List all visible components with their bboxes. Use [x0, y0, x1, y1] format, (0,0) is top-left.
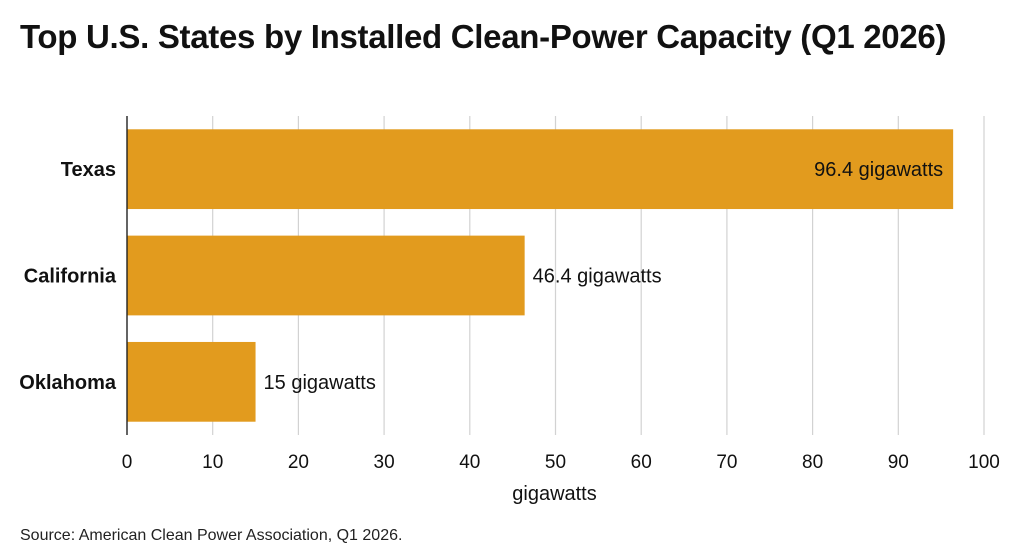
x-tick-label-0: 0	[122, 452, 133, 473]
x-tick-label-20: 20	[288, 452, 309, 473]
x-axis-title: gigawatts	[512, 483, 597, 505]
x-tick-label-40: 40	[459, 452, 480, 473]
category-label-oklahoma: Oklahoma	[19, 372, 117, 394]
x-tick-label-90: 90	[888, 452, 909, 473]
bar-oklahoma	[127, 341, 256, 422]
chart-title: Top U.S. States by Installed Clean-Power…	[20, 18, 947, 55]
x-tick-label-50: 50	[545, 452, 566, 473]
value-labels: 96.4 gigawatts 46.4 gigawatts 15 gigawatts	[264, 159, 944, 394]
x-tick-label-70: 70	[716, 452, 737, 473]
source-note: Source: American Clean Power Association…	[20, 527, 403, 544]
value-label-texas: 96.4 gigawatts	[814, 159, 943, 181]
category-label-california: California	[24, 266, 117, 288]
category-label-texas: Texas	[61, 159, 116, 181]
value-label-california: 46.4 gigawatts	[533, 266, 662, 288]
x-tick-label-60: 60	[631, 452, 652, 473]
x-tick-label-80: 80	[802, 452, 823, 473]
x-tick-label-30: 30	[374, 452, 395, 473]
x-tick-label-100: 100	[968, 452, 1000, 473]
category-labels: Texas California Oklahoma	[19, 159, 117, 394]
x-tick-labels: 0 10 20 30 40 50 60 70 80 90 100	[122, 452, 1000, 473]
bar-texas	[127, 129, 954, 210]
bar-california	[127, 235, 525, 316]
value-label-oklahoma: 15 gigawatts	[264, 372, 376, 394]
x-tick-label-10: 10	[202, 452, 223, 473]
bars	[127, 129, 954, 422]
